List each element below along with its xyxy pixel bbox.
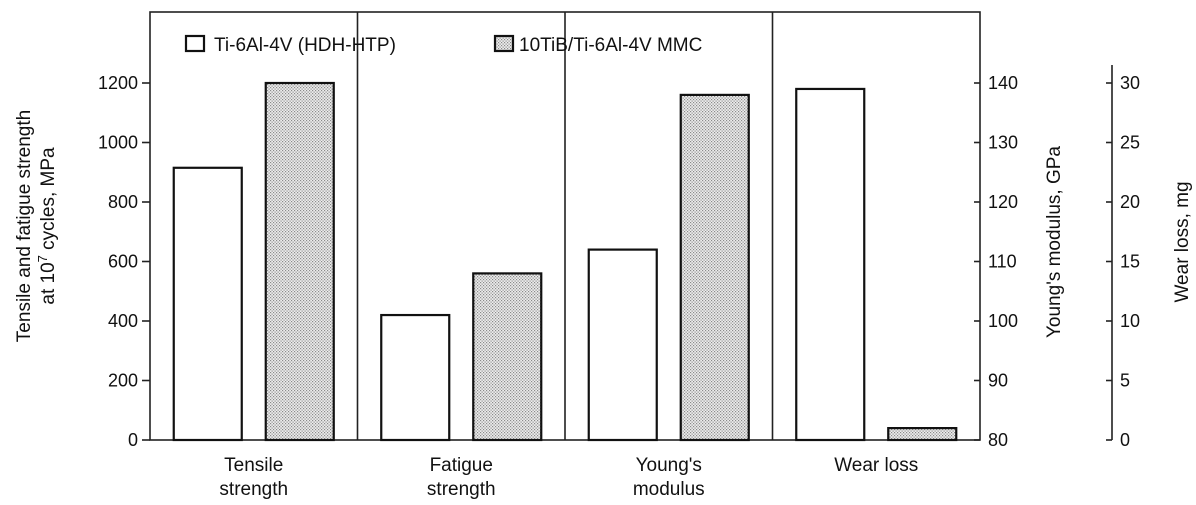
tick-label: 120	[988, 192, 1018, 212]
category-label: Young's	[636, 455, 702, 476]
tick-label: 0	[128, 430, 138, 450]
bar-tib-mmc-2	[679, 93, 750, 442]
category-label: strength	[219, 479, 288, 500]
category-labels: Tensile strength Fatigue strength Young's mod…	[219, 455, 918, 500]
youngs-modulus-axis: 80 90 100 110 120 130 140	[974, 73, 1018, 450]
tick-label: 10	[1120, 311, 1140, 331]
youngs-modulus-axis-title: Young's modulus, GPa	[1044, 146, 1065, 338]
legend-label-series-2: 10TiB/Ti-6Al-4V MMC	[519, 35, 702, 56]
left-axis-title: Tensile and fatigue strength at 107 cycl…	[14, 110, 59, 342]
category-label: Tensile	[224, 455, 283, 476]
legend-swatch-series-2	[493, 34, 515, 53]
category-label: modulus	[633, 479, 705, 500]
bar-tib-mmc-1	[472, 272, 543, 442]
legend: Ti-6Al-4V (HDH-HTP) 10TiB/Ti-6Al-4V MMC	[184, 34, 702, 56]
bar-tib-mmc-3	[887, 427, 958, 442]
bar-ti6al4v-2	[587, 248, 658, 442]
left-axis-title-line1: Tensile and fatigue strength	[14, 110, 35, 342]
wear-loss-axis-title: Wear loss, mg	[1172, 181, 1193, 302]
tick-label: 1000	[98, 133, 138, 153]
tick-label: 15	[1120, 252, 1140, 272]
wear-loss-axis: 0 5 10 15 20 25 30	[1106, 65, 1140, 450]
category-label: strength	[427, 479, 496, 500]
tick-label: 20	[1120, 192, 1140, 212]
tick-label: 80	[988, 430, 1008, 450]
legend-swatch-series-1	[184, 34, 206, 53]
bar-tib-mmc-0	[264, 81, 335, 442]
bars	[172, 81, 958, 442]
category-dividers	[356, 12, 774, 440]
tick-label: 100	[988, 311, 1018, 331]
tick-label: 800	[108, 192, 138, 212]
bar-ti6al4v-3	[795, 87, 866, 442]
tick-label: 140	[988, 73, 1018, 93]
tick-label: 0	[1120, 430, 1130, 450]
tick-label: 200	[108, 371, 138, 391]
category-label: Fatigue	[430, 455, 493, 476]
bar-ti6al4v-1	[380, 313, 451, 442]
tick-label: 90	[988, 371, 1008, 391]
tick-label: 5	[1120, 371, 1130, 391]
tick-label: 400	[108, 311, 138, 331]
legend-label-series-1: Ti-6Al-4V (HDH-HTP)	[214, 35, 396, 56]
tick-label: 1200	[98, 73, 138, 93]
category-label: Wear loss	[834, 455, 918, 476]
bar-ti6al4v-0	[172, 166, 243, 442]
tick-label: 600	[108, 252, 138, 272]
tick-label: 110	[988, 252, 1017, 272]
left-axis: 0 200 400 600 800 1000 1200	[98, 73, 150, 450]
left-axis-title-line2: at 107 cycles, MPa	[35, 147, 59, 305]
tick-label: 30	[1120, 73, 1140, 93]
tick-label: 25	[1120, 133, 1140, 153]
tick-label: 130	[988, 133, 1018, 153]
